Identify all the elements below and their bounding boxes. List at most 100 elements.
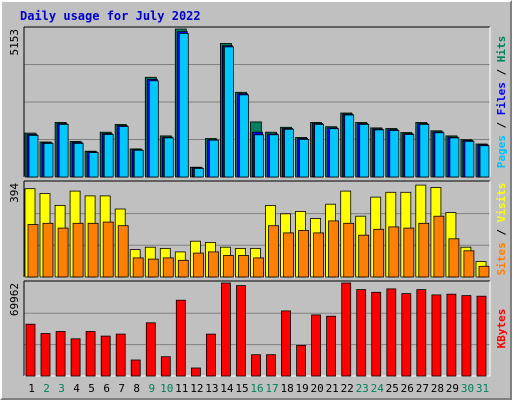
bar-kbytes-day-21 <box>326 315 337 377</box>
x-tick-20: 20 <box>310 382 323 395</box>
bar-pages-day-9 <box>148 80 159 178</box>
bar-sites-day-29 <box>448 238 460 278</box>
bar-pages-day-23 <box>359 124 370 178</box>
right-label-part: Visits <box>495 183 508 223</box>
bar-sites-day-19 <box>298 230 310 278</box>
ymax-label-kbytes: 69962 <box>8 283 21 316</box>
bar-kbytes-day-15 <box>236 285 246 377</box>
x-tick-24: 24 <box>371 382 385 395</box>
bar-kbytes-day-25 <box>386 288 397 377</box>
x-tick-14: 14 <box>220 382 234 395</box>
ymax-label-visits-sites: 394 <box>8 183 21 203</box>
x-tick-4: 4 <box>73 382 80 395</box>
bar-kbytes-day-24 <box>371 291 382 377</box>
bar-kbytes-day-4 <box>70 338 81 377</box>
bar-sites-day-30 <box>463 250 475 278</box>
bar-kbytes-day-18 <box>281 310 291 377</box>
x-tick-7: 7 <box>118 382 125 395</box>
x-tick-2: 2 <box>43 382 50 395</box>
bar-pages-day-25 <box>389 130 400 178</box>
bar-pages-day-19 <box>299 138 310 178</box>
x-tick-12: 12 <box>190 382 203 395</box>
x-tick-6: 6 <box>103 382 110 395</box>
bars-layer <box>24 28 490 377</box>
bar-sites-day-26 <box>403 227 415 278</box>
bar-pages-day-5 <box>88 152 99 178</box>
x-tick-10: 10 <box>160 382 173 395</box>
bar-kbytes-day-31 <box>476 295 487 377</box>
x-tick-8: 8 <box>133 382 140 395</box>
bar-sites-day-16 <box>253 257 264 278</box>
bar-kbytes-day-17 <box>266 354 276 377</box>
bar-kbytes-day-9 <box>145 322 156 377</box>
x-tick-18: 18 <box>280 382 293 395</box>
bar-pages-day-20 <box>314 124 325 178</box>
bar-pages-day-14 <box>223 46 234 178</box>
bar-kbytes-day-10 <box>160 356 171 377</box>
x-tick-29: 29 <box>446 382 459 395</box>
right-label-part: / <box>495 115 508 135</box>
x-tick-16: 16 <box>250 382 263 395</box>
bar-kbytes-day-19 <box>296 344 307 377</box>
bar-sites-day-17 <box>268 225 279 278</box>
right-label-part: Hits <box>495 36 508 63</box>
x-tick-30: 30 <box>461 382 474 395</box>
right-label-part: Sites <box>495 242 508 275</box>
bar-kbytes-day-3 <box>55 331 66 377</box>
bar-kbytes-day-27 <box>416 289 427 377</box>
x-tick-11: 11 <box>175 382 188 395</box>
bar-pages-day-7 <box>118 126 129 178</box>
x-tick-25: 25 <box>386 382 399 395</box>
bar-sites-day-3 <box>57 227 69 278</box>
bar-kbytes-day-29 <box>446 293 457 377</box>
bar-pages-day-17 <box>269 134 279 178</box>
bar-sites-day-21 <box>328 220 340 278</box>
x-tick-15: 15 <box>235 382 248 395</box>
labels-layer: 5153 Pages / Files / Hits 394 Sites / Visit… <box>8 29 508 395</box>
bar-sites-day-24 <box>373 228 385 278</box>
bar-pages-day-18 <box>284 128 294 178</box>
bar-pages-day-12 <box>193 167 204 178</box>
bar-sites-day-11 <box>177 259 189 278</box>
right-label-kbytes: KBytes <box>495 309 508 349</box>
bar-pages-day-8 <box>133 149 144 178</box>
bar-kbytes-day-5 <box>85 331 96 377</box>
x-tick-9: 9 <box>148 382 155 395</box>
bar-sites-day-18 <box>283 232 294 278</box>
x-tick-23: 23 <box>356 382 369 395</box>
bar-kbytes-day-28 <box>431 294 442 377</box>
bar-pages-day-13 <box>208 139 219 178</box>
x-tick-1: 1 <box>28 382 35 395</box>
bar-sites-day-1 <box>27 224 39 278</box>
bar-pages-day-4 <box>73 142 84 178</box>
bar-kbytes-day-2 <box>40 333 51 377</box>
bar-kbytes-day-30 <box>461 295 472 377</box>
bar-pages-day-16 <box>254 134 264 178</box>
bar-sites-day-12 <box>192 252 204 278</box>
bar-kbytes-day-16 <box>251 354 261 377</box>
bar-sites-day-6 <box>102 221 114 278</box>
x-tick-13: 13 <box>205 382 218 395</box>
bar-pages-day-3 <box>58 124 69 178</box>
bar-kbytes-day-22 <box>341 282 352 377</box>
bar-sites-day-10 <box>162 257 174 278</box>
x-tick-26: 26 <box>401 382 414 395</box>
bar-kbytes-day-26 <box>401 293 412 377</box>
x-tick-19: 19 <box>295 382 308 395</box>
ymax-label-hits-files-pages: 5153 <box>8 29 21 56</box>
bar-sites-day-5 <box>87 222 99 278</box>
x-tick-5: 5 <box>88 382 95 395</box>
right-label-hits-files-pages: Pages / Files / Hits <box>495 36 508 169</box>
bar-sites-day-2 <box>42 222 54 278</box>
x-tick-17: 17 <box>265 382 278 395</box>
bar-sites-day-14 <box>222 255 234 278</box>
bar-pages-day-27 <box>419 124 430 178</box>
right-label-part: Pages <box>495 135 508 168</box>
bar-pages-day-1 <box>28 134 39 178</box>
bar-kbytes-day-20 <box>311 314 322 377</box>
bar-kbytes-day-12 <box>190 367 201 377</box>
bar-pages-day-15 <box>239 94 249 178</box>
bar-sites-day-28 <box>433 215 445 278</box>
x-tick-22: 22 <box>341 382 354 395</box>
